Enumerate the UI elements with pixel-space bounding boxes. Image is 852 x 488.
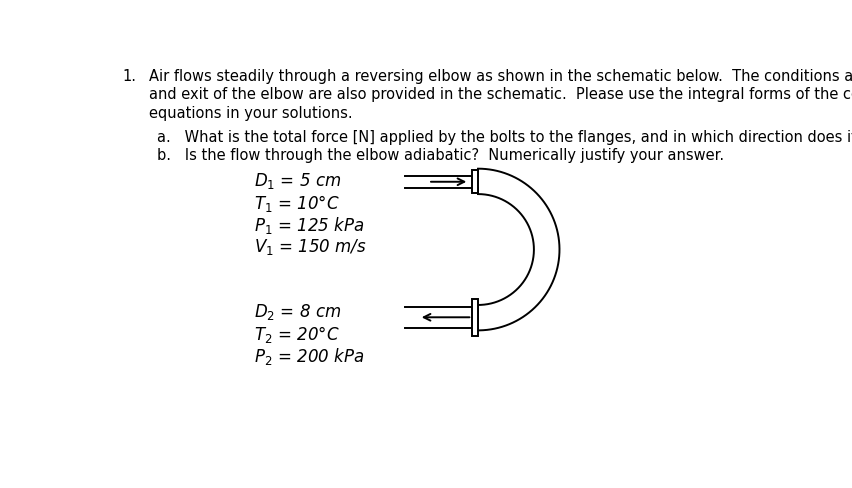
Text: $P_{2}$ = 200 kPa: $P_{2}$ = 200 kPa [254,346,364,367]
Text: $P_{1}$ = 125 kPa: $P_{1}$ = 125 kPa [254,215,364,236]
Text: $T_{1}$ = 10°C: $T_{1}$ = 10°C [254,193,339,214]
Text: $V_{1}$ = 150 m/s: $V_{1}$ = 150 m/s [254,237,366,257]
Bar [472,170,478,193]
Bar [472,299,478,336]
Text: $D_{1}$ = 5 cm: $D_{1}$ = 5 cm [254,171,341,191]
Text: $T_{2}$ = 20°C: $T_{2}$ = 20°C [254,324,339,345]
Text: Air flows steadily through a reversing elbow as shown in the schematic below.  T: Air flows steadily through a reversing e… [149,69,852,84]
Text: equations in your solutions.: equations in your solutions. [149,105,353,121]
Text: a.   What is the total force [N] applied by the bolts to the flanges, and in whi: a. What is the total force [N] applied b… [157,130,852,145]
Text: b.   Is the flow through the elbow adiabatic?  Numerically justify your answer.: b. Is the flow through the elbow adiabat… [157,148,724,163]
Text: and exit of the elbow are also provided in the schematic.  Please use the integr: and exit of the elbow are also provided … [149,87,852,102]
Text: 1.: 1. [122,69,136,84]
Text: $D_{2}$ = 8 cm: $D_{2}$ = 8 cm [254,302,341,322]
